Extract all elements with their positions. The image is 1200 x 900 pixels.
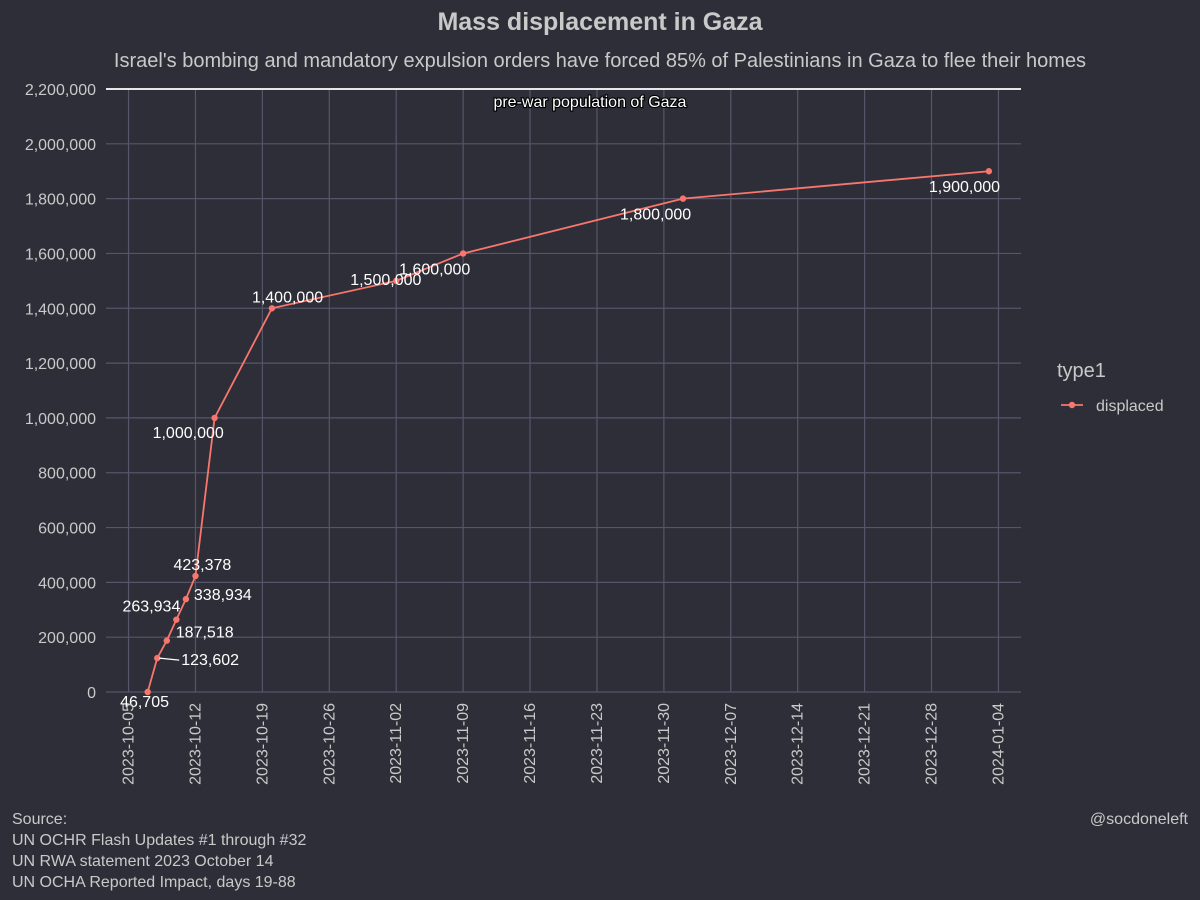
y-tick-label-7: 1,400,000 bbox=[25, 301, 96, 318]
point-2023-10-08 bbox=[154, 654, 161, 662]
y-tick-label-2: 400,000 bbox=[38, 575, 96, 592]
x-tick-label-12: 2023-12-28 bbox=[924, 703, 941, 785]
data-label-2: 187,518 bbox=[176, 625, 234, 642]
point-2023-10-09 bbox=[163, 637, 170, 644]
series-lines bbox=[146, 170, 989, 693]
x-tick-label-5: 2023-11-09 bbox=[455, 703, 472, 784]
chart-subtitle: Israel's bombing and mandatory expulsion… bbox=[114, 50, 1086, 72]
data-label-8: 1,500,000 bbox=[350, 272, 421, 289]
point-2023-10-07 bbox=[144, 688, 151, 696]
reference-group: pre-war population of Gaza bbox=[106, 88, 1021, 112]
x-tick-label-0: 2023-10-05 bbox=[121, 703, 138, 785]
data-label-11: 1,900,000 bbox=[929, 179, 1000, 196]
data-label-0: 46,705 bbox=[120, 694, 169, 711]
caption-line-4: UN OCHA Reported Impact, days 19-88 bbox=[12, 874, 296, 891]
x-tick-label-10: 2023-12-14 bbox=[790, 703, 807, 785]
point-2023-10-10 bbox=[173, 616, 180, 623]
y-tick-label-4: 800,000 bbox=[38, 466, 96, 483]
point-2023-10-14 bbox=[211, 414, 218, 422]
x-tick-label-9: 2023-12-07 bbox=[723, 703, 740, 785]
legend-swatch-point bbox=[1068, 401, 1076, 409]
data-points bbox=[144, 168, 993, 696]
y-tick-label-9: 1,800,000 bbox=[25, 192, 96, 209]
point-2023-10-12 bbox=[192, 572, 199, 580]
y-tick-label-11: 2,200,000 bbox=[25, 82, 96, 99]
point-2023-10-20 bbox=[268, 305, 276, 312]
x-tick-label-4: 2023-11-02 bbox=[388, 703, 405, 784]
data-label-9: 1,600,000 bbox=[399, 261, 470, 278]
y-tick-labels: 0 200,000 400,000 600,000 800,000 1,000,000 1,… bbox=[25, 82, 96, 702]
x-tick-label-6: 2023-11-16 bbox=[522, 703, 539, 784]
x-tick-label-2: 2023-10-19 bbox=[254, 703, 271, 785]
data-label-6: 1,000,000 bbox=[153, 425, 224, 442]
x-grid bbox=[127, 89, 1000, 692]
data-label-5: 423,378 bbox=[173, 557, 231, 574]
caption-line-1: Source: bbox=[12, 811, 67, 828]
point-2023-10-11 bbox=[182, 595, 190, 603]
source-caption: Source: UN OCHR Flash Updates #1 through… bbox=[12, 811, 306, 891]
y-tick-label-6: 1,200,000 bbox=[25, 356, 96, 373]
legend-label-displaced: displaced bbox=[1096, 398, 1164, 415]
x-tick-label-3: 2023-10-26 bbox=[321, 703, 338, 785]
data-label-7: 1,400,000 bbox=[252, 289, 323, 306]
point-2023-12-02 bbox=[679, 195, 687, 202]
y-tick-label-0: 0 bbox=[87, 685, 96, 702]
reference-line-label: pre-war population of Gaza bbox=[493, 94, 686, 111]
data-label-leader-1 bbox=[159, 657, 180, 661]
caption-line-2: UN OCHR Flash Updates #1 through #32 bbox=[12, 832, 306, 849]
data-labels: 46,705 123,602 187,518 263,934 338,934 423,37… bbox=[120, 179, 1000, 711]
x-tick-label-1: 2023-10-12 bbox=[187, 703, 204, 785]
point-2024-01-03 bbox=[985, 168, 993, 175]
x-tick-label-7: 2023-11-23 bbox=[589, 703, 606, 784]
data-label-10: 1,800,000 bbox=[620, 207, 691, 224]
y-tick-label-3: 600,000 bbox=[38, 521, 96, 538]
x-tick-labels: 2023-10-05 2023-10-12 2023-10-19 2023-10-26… bbox=[121, 703, 1008, 785]
caption-line-3: UN RWA statement 2023 October 14 bbox=[12, 853, 274, 870]
data-label-4: 338,934 bbox=[194, 587, 252, 604]
data-label-3: 263,934 bbox=[123, 599, 181, 616]
y-tick-label-5: 1,000,000 bbox=[25, 411, 96, 428]
y-tick-label-1: 200,000 bbox=[38, 630, 96, 647]
series-line-displaced bbox=[146, 170, 989, 693]
legend: type1 displaced bbox=[1057, 360, 1164, 415]
legend-title: type1 bbox=[1057, 360, 1106, 382]
data-label-1: 123,602 bbox=[181, 652, 239, 669]
y-tick-label-10: 2,000,000 bbox=[25, 137, 96, 154]
credit: @socdoneleft bbox=[1090, 811, 1189, 828]
y-tick-label-8: 1,600,000 bbox=[25, 246, 96, 263]
x-tick-label-11: 2023-12-21 bbox=[857, 703, 874, 785]
x-tick-label-8: 2023-11-30 bbox=[656, 703, 673, 784]
x-tick-label-13: 2024-01-04 bbox=[990, 703, 1007, 785]
point-2023-11-02 bbox=[393, 277, 400, 285]
point-2023-11-09 bbox=[459, 250, 467, 257]
chart-title: Mass displacement in Gaza bbox=[437, 8, 763, 36]
